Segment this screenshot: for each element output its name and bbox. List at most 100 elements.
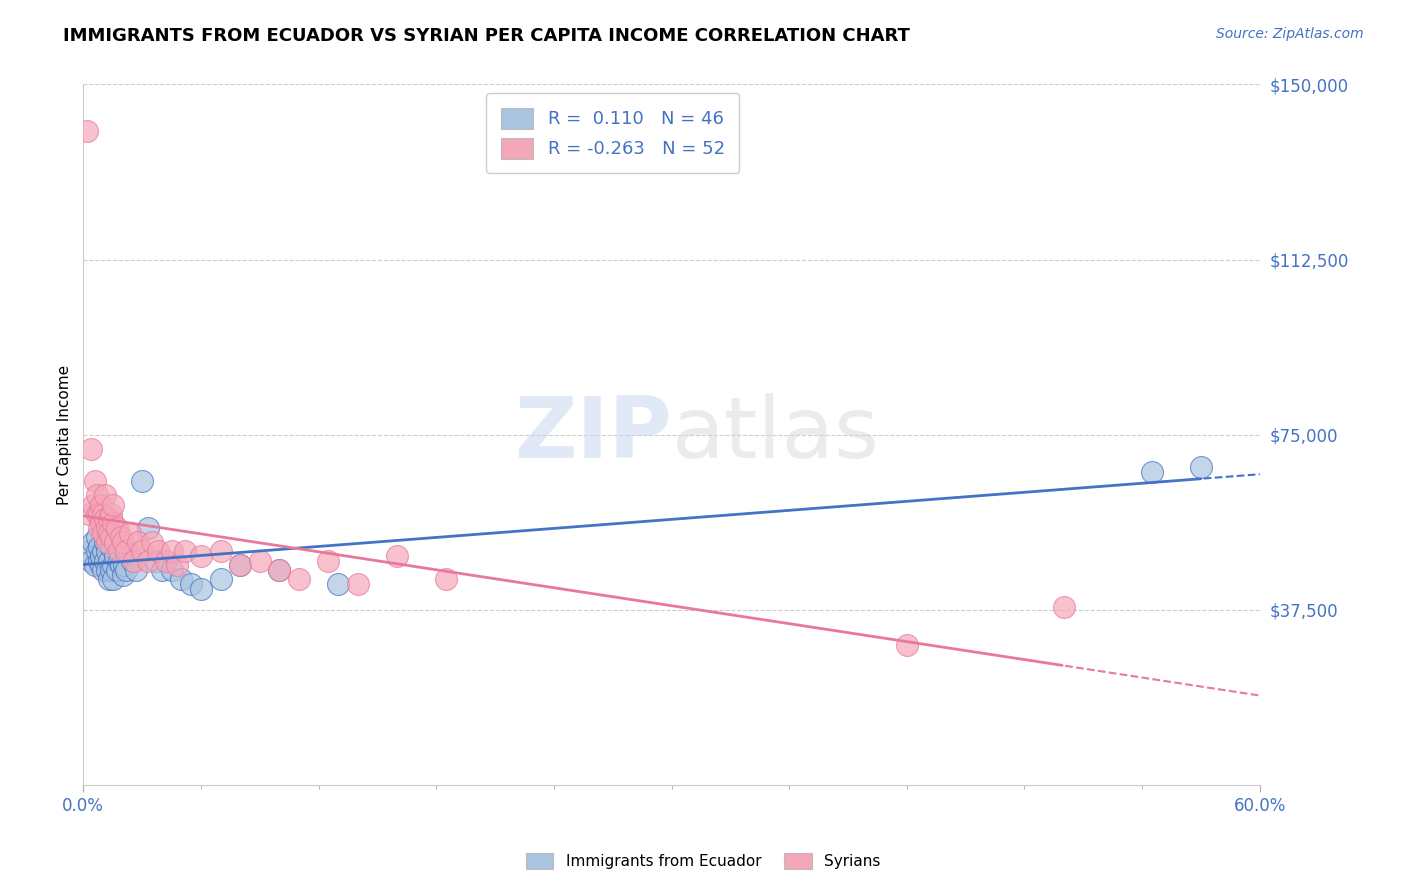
Point [96,544,118,558]
Point [434,572,457,586]
Legend: R =  0.110   N = 46, R = -0.263   N = 52: R = 0.110 N = 46, R = -0.263 N = 52 [486,94,740,173]
Point [100,530,122,544]
Point [209,544,232,558]
Point [1140,465,1163,479]
Point [145,554,167,568]
Y-axis label: Per Capita Income: Per Capita Income [58,365,72,505]
Point [101,516,124,531]
Point [96,535,118,549]
Text: Source: ZipAtlas.com: Source: ZipAtlas.com [1216,27,1364,41]
Point [100,507,122,521]
Point [115,563,138,577]
Point [122,554,145,568]
Point [269,563,291,577]
Point [170,572,193,586]
Point [91,525,114,540]
Point [91,544,114,558]
Point [80,554,103,568]
Point [146,544,169,558]
Point [318,554,340,568]
Point [131,544,153,558]
Point [80,442,103,456]
Point [131,475,153,489]
Point [174,544,197,558]
Point [94,554,117,568]
Point [97,511,120,525]
Point [82,535,104,549]
Text: IMMIGRANTS FROM ECUADOR VS SYRIAN PER CAPITA INCOME CORRELATION CHART: IMMIGRANTS FROM ECUADOR VS SYRIAN PER CA… [63,27,910,45]
Point [105,521,128,535]
Point [87,521,110,535]
Point [229,558,252,573]
Point [97,554,120,568]
Point [190,582,212,596]
Point [120,525,142,540]
Point [87,540,110,554]
Point [249,554,271,568]
Point [82,498,104,512]
Point [90,498,112,512]
Point [94,488,117,502]
Point [86,488,108,502]
Point [77,507,100,521]
Point [101,572,124,586]
Point [90,558,112,573]
Point [1053,600,1076,615]
Point [166,558,188,573]
Point [110,530,132,544]
Point [180,577,202,591]
Point [97,525,120,540]
Point [87,554,110,568]
Point [346,577,368,591]
Point [86,544,108,558]
Point [269,563,291,577]
Point [150,563,173,577]
Point [288,572,311,586]
Point [115,544,138,558]
Text: atlas: atlas [672,393,880,476]
Point [77,544,100,558]
Point [328,577,350,591]
Point [160,563,183,577]
Point [90,549,112,563]
Point [94,511,117,525]
Point [385,549,408,563]
Point [209,572,232,586]
Point [117,544,139,558]
Point [94,535,117,549]
Point [107,544,129,558]
Point [141,535,163,549]
Point [111,567,134,582]
Point [96,563,118,577]
Point [84,475,107,489]
Point [155,554,177,568]
Point [86,507,108,521]
Point [125,563,148,577]
Point [105,563,128,577]
Point [101,498,124,512]
Point [101,558,124,573]
Point [136,521,159,535]
Point [110,558,132,573]
Point [160,544,183,558]
Point [91,507,114,521]
Point [91,563,114,577]
Point [107,554,129,568]
Point [87,507,110,521]
Point [76,124,98,138]
Point [896,638,918,652]
Point [97,572,120,586]
Point [100,563,122,577]
Point [1189,460,1212,475]
Point [121,554,143,568]
Point [96,521,118,535]
Point [127,535,149,549]
Point [114,558,136,573]
Point [136,554,159,568]
Text: ZIP: ZIP [513,393,672,476]
Point [104,535,127,549]
Point [111,535,134,549]
Point [229,558,252,573]
Point [86,530,108,544]
Point [90,516,112,531]
